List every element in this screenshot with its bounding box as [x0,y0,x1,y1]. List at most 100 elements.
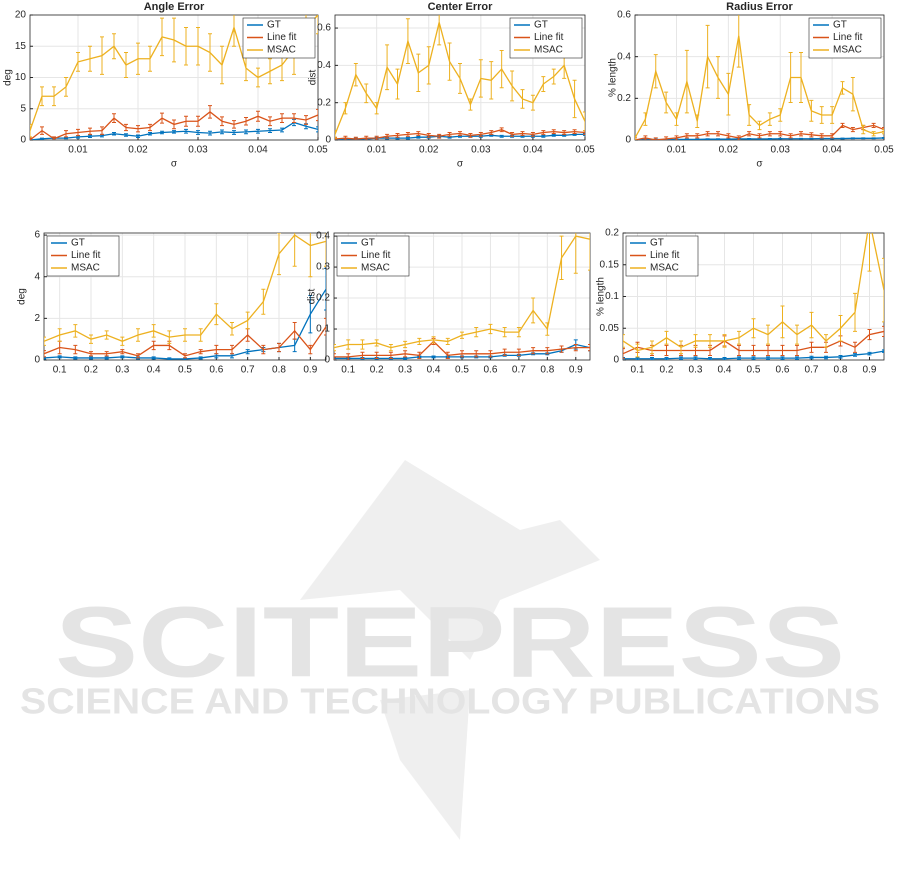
error-bar [767,112,772,126]
plot-lines [30,15,318,140]
error-bar [664,330,669,345]
error-bar [364,135,369,140]
y-tick-label: 0.6 [617,10,631,21]
y-axis-label: dist [308,69,319,85]
error-bar [268,128,272,133]
legend-label: GT [71,238,85,249]
error-bar [809,341,814,353]
y-tick-label: 15 [15,41,27,52]
error-bar [695,114,700,128]
error-bar [57,328,62,342]
error-bar [809,137,814,140]
error-bar [674,112,679,126]
error-bar [778,108,783,122]
error-bar [100,126,104,135]
error-bar [861,137,866,140]
x-tick-label: 0.6 [483,365,497,376]
error-bar [232,15,236,47]
error-bar [780,305,785,339]
error-bar [324,267,326,311]
error-bar [395,68,400,100]
error-bar [737,344,741,357]
error-bar [120,355,125,359]
error-bar [403,350,408,358]
error-bar [198,356,203,360]
legend-label: Line fit [650,250,680,261]
plot-lines [334,233,590,360]
error-bar [799,131,803,137]
legend-label: MSAC [650,263,679,274]
error-bar [499,127,504,133]
error-bar [88,127,92,135]
error-bar [551,129,556,134]
error-bar [160,112,164,124]
error-bar [695,138,700,140]
error-bar [172,17,176,63]
error-bar [148,132,152,136]
x-tick-label: 0.4 [427,365,441,376]
error-bar [385,133,390,139]
error-bar [643,135,648,140]
error-bar [850,77,855,112]
error-bar [871,131,876,137]
x-tick-label: 0.6 [209,365,223,376]
error-bar [693,356,698,360]
error-bar [736,135,741,140]
error-bar [766,324,770,345]
error-bar [499,134,504,138]
error-bar [136,125,140,133]
y-tick-label: 0 [20,135,26,146]
error-bar [280,127,284,133]
y-tick-label: 0.4 [617,51,631,62]
x-tick-label: 0.1 [341,365,355,376]
error-bar [795,356,799,360]
error-bar [583,111,585,132]
error-bar [232,130,236,135]
x-tick-label: 0.1 [53,365,67,376]
error-bar [623,334,625,348]
error-bar [104,351,109,357]
x-tick-label: 0.9 [863,365,877,376]
error-bar [403,340,408,349]
error-bar [256,110,260,122]
error-bar [40,137,44,140]
legend-label: GT [650,238,664,249]
error-bar [230,322,234,336]
error-bar [335,136,337,140]
error-bar [882,137,884,139]
chart: 0 5 10 15 20 0.01 0.02 0.03 0.04 0.05 Angle Error σ… [3,1,329,170]
y-tick-label: 0.15 [600,259,620,270]
error-bar [244,117,248,126]
chart: 0 2 4 6 0.1 0.2 0.3 0.4 0.5 0.6 0.7 0.8 0.9 deg GTLine… [17,230,327,376]
error-bar [431,355,436,359]
chart: 0 0.2 0.4 0.6 0.01 0.02 0.03 0.04 0.05 Center Err… [308,1,596,170]
error-bar [716,56,720,99]
error-bar [324,233,326,267]
error-bar [73,324,78,338]
x-tick-label: 0.02 [419,145,439,156]
error-bar [795,324,799,345]
error-bar [196,115,200,127]
error-bar [364,83,369,104]
x-tick-label: 0.5 [178,365,192,376]
y-tick-label: 0 [325,135,331,146]
error-bar [559,345,564,353]
x-tick-label: 0.2 [660,365,674,376]
error-bar [261,288,266,315]
error-bar [151,340,156,351]
error-bar [562,130,567,135]
error-bar [747,131,752,137]
error-bar [388,344,393,352]
error-bar [184,128,188,134]
error-bar [788,137,793,140]
error-bar [120,349,125,355]
error-bar [867,351,872,356]
error-bar [405,132,410,137]
error-bar [183,353,187,359]
error-bar [778,137,783,140]
chart-title: Radius Error [726,1,793,13]
error-bar [208,130,212,136]
error-bar [726,72,731,116]
error-bar [516,348,521,356]
error-bar [635,343,640,358]
